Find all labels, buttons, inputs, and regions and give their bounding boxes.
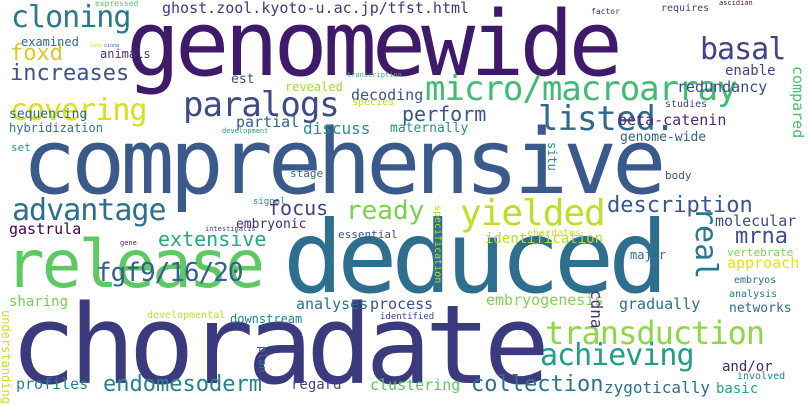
word-process: process bbox=[370, 295, 434, 313]
word-basal: basal bbox=[700, 32, 786, 67]
word-analyses: analyses bbox=[296, 295, 369, 313]
word-cdna: cdna bbox=[587, 290, 606, 329]
word-signal: signal bbox=[253, 197, 286, 207]
word-identification: identification bbox=[485, 231, 604, 247]
word-focus: focus bbox=[268, 196, 329, 220]
word-basic: basic bbox=[716, 381, 759, 397]
word-discuss: discuss bbox=[303, 119, 371, 138]
word-gradually: gradually bbox=[619, 295, 701, 313]
word-collection: collection bbox=[471, 372, 604, 397]
word-requires: requires bbox=[661, 3, 710, 14]
word-sequencing: sequencing bbox=[9, 107, 88, 122]
word-ready: ready bbox=[346, 196, 425, 226]
word-major: major bbox=[630, 248, 667, 262]
word-examined: examined bbox=[21, 35, 79, 49]
word-animals: animals bbox=[100, 47, 151, 61]
word-gene: gene bbox=[120, 239, 137, 247]
word-networks: networks bbox=[729, 301, 792, 316]
word-fgf9-16-20: fgf9/16/20 bbox=[96, 258, 244, 288]
word-regard: regard bbox=[291, 377, 342, 393]
word-gastrula: gastrula bbox=[9, 220, 82, 238]
word-and-or: and/or bbox=[722, 359, 773, 375]
word-vertebrate: vertebrate bbox=[727, 246, 794, 259]
word-genome-wide: genome-wide bbox=[620, 130, 707, 145]
word-ciona: ciona bbox=[104, 43, 120, 49]
word-listed: listed. bbox=[538, 99, 675, 139]
word-analysis: analysis bbox=[729, 289, 778, 300]
word-situ: situ bbox=[545, 142, 559, 171]
word-sharing: sharing bbox=[9, 294, 69, 310]
word-transcription: transcription bbox=[347, 71, 402, 79]
word-approach: approach bbox=[727, 254, 800, 272]
word-endomesoderm: endomesoderm bbox=[103, 372, 262, 397]
word-ghost-url: ghost.zool.kyoto-u.ac.jp/tfst.html bbox=[162, 0, 470, 17]
word-molecular: molecular bbox=[715, 212, 797, 230]
word-est: est bbox=[231, 72, 255, 87]
word-genomewide: genomewide bbox=[126, 0, 623, 97]
word-description: description bbox=[607, 193, 753, 218]
word-understanding: understanding bbox=[0, 310, 13, 404]
word-ascidian: ascidian bbox=[719, 0, 753, 7]
word-compared: compared bbox=[789, 66, 807, 139]
word-specification: specification bbox=[432, 205, 443, 284]
word-deduced: deduced bbox=[283, 199, 668, 316]
word-profiles: profiles bbox=[16, 375, 89, 393]
word-perform: perform bbox=[402, 102, 487, 126]
word-paralogs: paralogs bbox=[183, 85, 340, 125]
word-beta-catenin: beta-catenin bbox=[618, 111, 727, 129]
word-intestinalis: intestinalis bbox=[205, 225, 256, 233]
word-studies: studies bbox=[665, 99, 708, 110]
word-advantage: advantage bbox=[12, 193, 167, 228]
word-micro-macroarray: micro/macroarray bbox=[425, 69, 738, 109]
word-zygotically: zygotically bbox=[604, 378, 710, 397]
word-factor: factor bbox=[591, 7, 620, 16]
word-achieving: achieving bbox=[540, 338, 695, 373]
word-involved: involved bbox=[737, 371, 786, 382]
word-stage: stage bbox=[290, 167, 324, 180]
word-decoding: decoding bbox=[351, 86, 424, 104]
word-enable: enable bbox=[725, 63, 776, 79]
word-revealed: revealed bbox=[285, 80, 343, 94]
word-increases: increases bbox=[10, 61, 130, 86]
word-choradate: choradate bbox=[10, 281, 550, 404]
word-identified: identified bbox=[380, 312, 435, 322]
word-developmental: developmental bbox=[147, 310, 226, 321]
word-hybridization: hybridization bbox=[9, 121, 103, 135]
word-chordates: chordates bbox=[527, 228, 582, 239]
word-set: set bbox=[11, 141, 31, 154]
word-comprehensive: comprehensive bbox=[22, 110, 666, 215]
word-partial: partial bbox=[236, 113, 300, 131]
word-species: species bbox=[352, 97, 395, 108]
word-embryos: embryos bbox=[734, 275, 777, 286]
word-redundancy: redundancy bbox=[677, 78, 768, 96]
word-maternally: maternally bbox=[390, 121, 469, 136]
word-essential: essential bbox=[338, 228, 398, 241]
word-plan: plan bbox=[256, 346, 269, 373]
word-covering: covering bbox=[10, 93, 147, 128]
word-yielded: yielded bbox=[460, 193, 606, 234]
word-embryogenesis: embryogenesis bbox=[486, 291, 604, 309]
word-downstream: downstream bbox=[230, 312, 303, 326]
word-body: body bbox=[665, 169, 692, 182]
word-development: development bbox=[222, 127, 269, 135]
word-mrna: mrna bbox=[735, 224, 788, 249]
word-embryonic: embryonic bbox=[236, 217, 307, 232]
word-cloning: cloning bbox=[11, 0, 131, 35]
word-foxd: foxd bbox=[10, 41, 63, 66]
word-clustering: clustering bbox=[370, 376, 461, 394]
word-transduction: transduction bbox=[545, 314, 765, 352]
word-extensive: extensive bbox=[158, 227, 267, 251]
word-release: release bbox=[5, 226, 265, 303]
word-expressed: expressed bbox=[95, 0, 139, 8]
word-late: late bbox=[90, 43, 103, 49]
